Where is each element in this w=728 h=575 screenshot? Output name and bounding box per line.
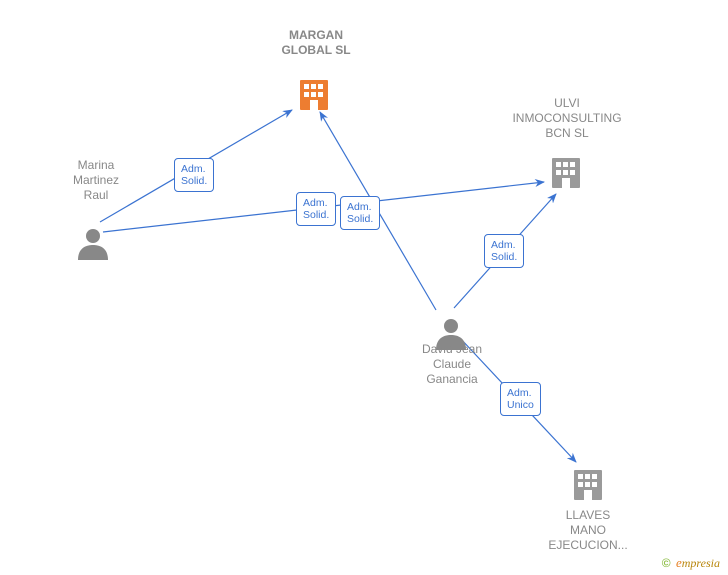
edge-label-david-ulvi: Adm. Solid. [484, 234, 524, 268]
node-label-ulvi: ULVI INMOCONSULTING BCN SL [502, 96, 632, 141]
copyright-symbol: © [662, 556, 671, 570]
edge-label-david-margan: Adm. Solid. [340, 196, 380, 230]
node-label-llaves: LLAVES MANO EJECUCION... [538, 508, 638, 553]
person-icon-marina [78, 229, 108, 260]
building-icon-llaves [574, 470, 602, 500]
edge-label-david-llaves: Adm. Unico [500, 382, 541, 416]
building-icon-margan [300, 80, 328, 110]
edge-label-marina-margan: Adm. Solid. [174, 158, 214, 192]
diagram-canvas [0, 0, 728, 575]
edge-label-marina-ulvi: Adm. Solid. [296, 192, 336, 226]
brand-rest: mpresia [682, 556, 720, 570]
node-label-david: David Jean Claude Ganancia [412, 342, 492, 387]
credit: © empresia [662, 555, 720, 571]
building-icon-ulvi [552, 158, 580, 188]
node-label-marina: Marina Martinez Raul [66, 158, 126, 203]
node-label-margan: MARGAN GLOBAL SL [266, 28, 366, 58]
